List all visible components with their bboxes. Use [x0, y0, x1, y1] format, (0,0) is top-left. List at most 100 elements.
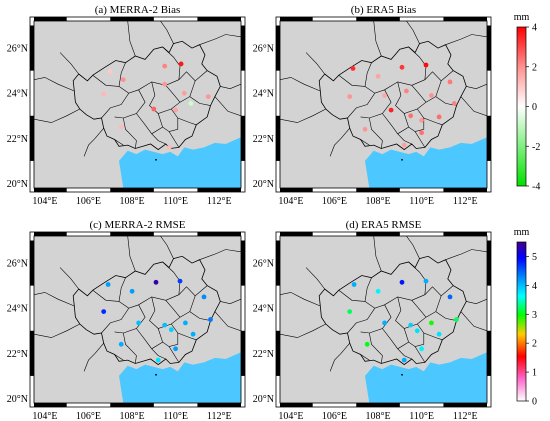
frame-band — [110, 188, 154, 192]
prefecture-border — [364, 62, 372, 87]
frame-band — [276, 115, 280, 161]
colorbar-tick-label: 2 — [532, 62, 537, 73]
station-point — [190, 331, 196, 337]
station-point — [436, 331, 442, 337]
frame-band — [110, 403, 154, 407]
province-outline — [72, 40, 221, 151]
island-marker — [401, 158, 403, 161]
prefecture-border — [171, 108, 197, 126]
station-point — [162, 322, 168, 328]
station-point — [173, 346, 179, 352]
prefecture-border — [149, 80, 196, 114]
region-border — [34, 323, 80, 338]
lon-tick-label: 106°E — [322, 196, 347, 207]
frame-band — [356, 232, 400, 236]
station-point — [183, 320, 188, 326]
colorbar-tick-label: 0 — [532, 397, 537, 408]
frame-band — [443, 188, 487, 192]
panel-title: (c) MERRA-2 RMSE — [90, 219, 186, 231]
map-panel-b: (b) ERA5 Bias 104°E 106°E 108°E 110°E 112°E 20… — [253, 4, 492, 207]
station-point — [399, 64, 405, 70]
lat-tick-label: 20°N — [253, 179, 274, 190]
lon-tick-label: 112°E — [207, 196, 232, 207]
station-point — [350, 66, 356, 71]
frame-band — [197, 232, 241, 236]
station-point — [166, 145, 172, 150]
prefecture-border — [417, 108, 443, 126]
prefecture-border — [369, 332, 383, 364]
region-border — [114, 139, 124, 146]
lon-tick-label: 104°E — [278, 196, 303, 207]
frame-band — [276, 330, 280, 376]
colorbar-tick-label: 0 — [532, 102, 537, 113]
outer-frame — [275, 231, 492, 408]
prefecture-border — [347, 308, 376, 334]
frame-band — [443, 232, 487, 236]
frame-band — [241, 240, 245, 286]
region-border — [59, 52, 79, 75]
lat-tick-label: 24°N — [253, 89, 274, 100]
station-point — [436, 114, 442, 120]
station-point — [351, 282, 357, 287]
prefecture-border — [414, 131, 426, 148]
station-point — [181, 90, 187, 96]
colorbar-unit: mm — [514, 227, 530, 238]
lon-tick-label: 104°E — [32, 411, 57, 421]
region-border — [114, 354, 124, 361]
prefecture-border — [382, 328, 409, 350]
prefecture-border — [123, 117, 137, 149]
station-point — [414, 328, 420, 334]
region-border — [199, 34, 241, 45]
station-point — [153, 279, 159, 285]
frame-band — [487, 25, 491, 71]
region-border — [34, 77, 75, 92]
lon-tick-label: 108°E — [365, 411, 390, 421]
colorbar-tick-label: 4 — [532, 281, 537, 292]
station-point — [382, 93, 387, 98]
station-point — [205, 94, 211, 99]
lon-tick-label: 106°E — [76, 196, 101, 207]
station-point — [362, 126, 368, 132]
region-border — [199, 249, 241, 260]
colorbar-gradient — [516, 241, 527, 402]
frame-band — [356, 17, 400, 21]
frame-band — [30, 115, 34, 161]
station-point — [375, 288, 381, 294]
lat-tick-label: 26°N — [253, 259, 274, 270]
panel-title: (d) ERA5 RMSE — [346, 219, 422, 231]
lat-tick-label: 20°N — [7, 179, 28, 190]
colorbar-tick-label: -4 — [532, 182, 540, 193]
lon-tick-label: 106°E — [76, 411, 101, 421]
station-point — [120, 77, 126, 83]
prefecture-border — [414, 346, 426, 363]
lon-tick-label: 112°E — [453, 411, 478, 421]
region-border — [373, 236, 382, 272]
station-point — [162, 63, 168, 69]
station-point — [118, 341, 124, 347]
station-point — [401, 357, 407, 363]
lat-tick-label: 22°N — [253, 349, 274, 360]
region-border — [214, 311, 241, 332]
station-point — [151, 106, 157, 112]
lon-tick-label: 112°E — [207, 411, 232, 421]
station-point — [423, 278, 429, 284]
station-point — [201, 294, 207, 300]
prefecture-border — [435, 311, 457, 321]
lat-tick-label: 24°N — [7, 89, 28, 100]
frame-band — [356, 403, 400, 407]
lon-tick-label: 104°E — [32, 196, 57, 207]
prefecture-border — [411, 300, 427, 318]
station-point — [105, 282, 111, 287]
lat-tick-label: 26°N — [7, 44, 28, 55]
prefecture-border — [136, 113, 163, 135]
lat-tick-label: 20°N — [253, 394, 274, 405]
sea-area — [365, 137, 487, 188]
colorbar-tick-label: 1 — [532, 368, 537, 379]
prefecture-border — [171, 323, 197, 341]
region-border — [127, 21, 136, 57]
region-border — [305, 52, 325, 75]
map-panel-a: (a) MERRA-2 Bias 104°E 106°E 108°E 110°E 112°… — [7, 4, 246, 207]
station-point — [347, 309, 353, 314]
prefecture-border — [168, 131, 180, 148]
